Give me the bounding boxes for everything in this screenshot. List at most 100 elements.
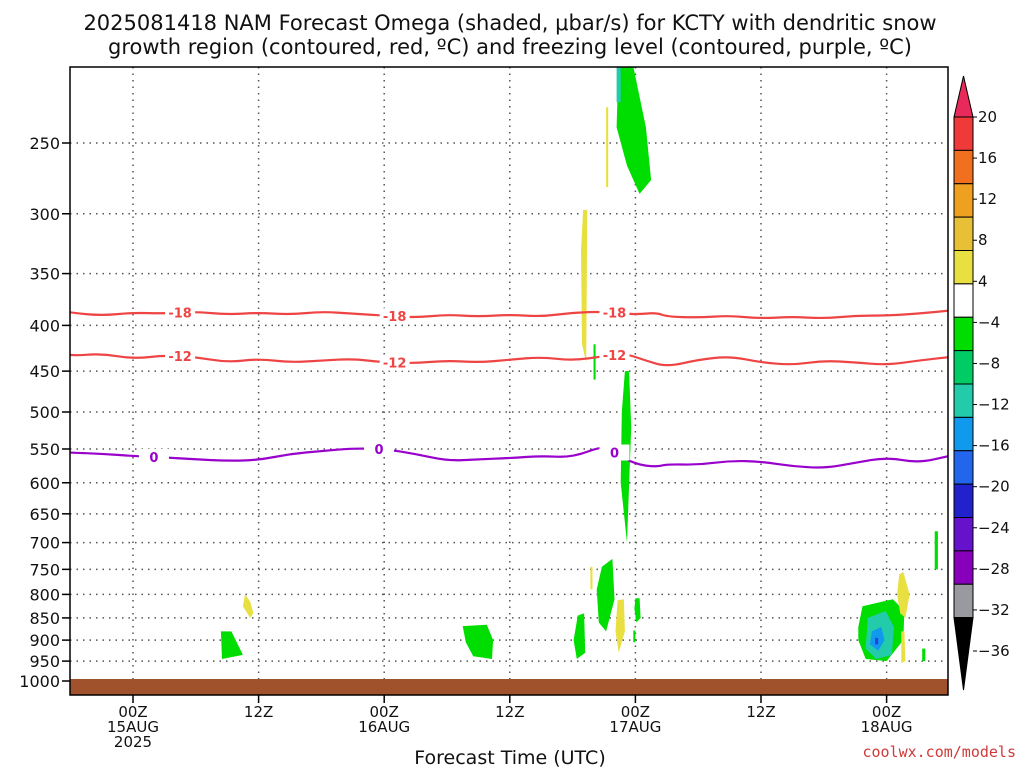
y-tick-label: 750 xyxy=(29,560,60,579)
omega-shaded-region xyxy=(593,344,596,380)
credit-text: coolwx.com/models xyxy=(862,743,1016,761)
colorbar-swatch xyxy=(953,250,974,285)
contour-label: 0 xyxy=(374,443,383,458)
x-tick-label: 18AUG xyxy=(861,718,913,736)
contour-line xyxy=(70,446,948,469)
colorbar-swatch xyxy=(953,350,974,385)
colorbar-swatch xyxy=(953,517,974,552)
colorbar-top-arrow xyxy=(953,75,974,118)
colorbar-swatch xyxy=(953,216,974,251)
contour-label: 0 xyxy=(149,451,158,466)
omega-shaded-region xyxy=(616,67,621,103)
contour-label: -12 xyxy=(383,357,407,372)
colorbar-label: −28 xyxy=(978,560,1010,578)
y-tick-label: 800 xyxy=(29,585,60,604)
chart-title-line2: growth region (contoured, red, ºC) and f… xyxy=(108,35,912,59)
x-tick-label: 12Z xyxy=(244,703,273,721)
x-tick-label: 12Z xyxy=(746,703,775,721)
omega-shaded-region xyxy=(922,648,926,662)
x-tick-label: 00Z xyxy=(872,703,901,721)
y-tick-label: 450 xyxy=(29,362,60,381)
omega-shaded-region xyxy=(615,599,625,653)
x-tick-label: 00Z xyxy=(370,703,399,721)
colorbar-swatch xyxy=(953,450,974,485)
omega-shaded-region xyxy=(581,209,588,363)
contour-label-bg xyxy=(165,348,196,365)
contour-label-bg xyxy=(379,354,410,371)
omega-shaded-region xyxy=(897,571,910,618)
colorbar-label: −24 xyxy=(978,519,1010,537)
y-tick-label: 300 xyxy=(29,205,60,224)
omega-shaded-region xyxy=(590,566,593,590)
y-tick-label: 700 xyxy=(29,534,60,553)
omega-shaded-region xyxy=(596,558,615,632)
contour-label: -12 xyxy=(603,349,627,364)
x-tick-label: 16AUG xyxy=(358,718,410,736)
y-axis: 250 300 350 400 450 500 550 600 650 700 750 800 850 9… xyxy=(19,134,70,691)
plot-frame xyxy=(69,66,949,696)
colorbar-swatch xyxy=(953,116,974,151)
contour-label-bg xyxy=(599,304,630,321)
colorbar-label: −12 xyxy=(978,396,1010,414)
x-tick-label: 12Z xyxy=(495,703,524,721)
colorbar: 20 16 12 8 4 −4 −8 −12 −16 −20 −24 −28 −32 −36 xyxy=(953,75,1010,691)
y-tick-label: 650 xyxy=(29,505,60,524)
contour-label: 0 xyxy=(610,447,619,462)
omega-shaded-region xyxy=(901,631,906,664)
y-tick-label: 600 xyxy=(29,474,60,493)
omega-shaded-region xyxy=(616,67,652,194)
omega-shaded-region xyxy=(606,107,609,187)
omega-shaded-region xyxy=(633,630,636,643)
colorbar-swatch xyxy=(953,316,974,352)
colorbar-swatch xyxy=(953,383,974,418)
y-tick-label: 950 xyxy=(29,652,60,671)
colorbar-label: −8 xyxy=(978,354,1000,372)
colorbar-bottom-arrow xyxy=(953,617,974,691)
y-tick-label: 350 xyxy=(29,265,60,284)
colorbar-label: 16 xyxy=(978,149,997,167)
y-tick-label: 500 xyxy=(29,403,60,422)
colorbar-label: 8 xyxy=(978,231,988,249)
contour-label-bg xyxy=(165,304,196,321)
colorbar-label: −16 xyxy=(978,437,1010,455)
omega-shaded-region xyxy=(934,531,938,570)
colorbar-swatch xyxy=(953,483,974,518)
contour-label: -12 xyxy=(168,350,192,365)
contour-label-bg xyxy=(138,448,169,465)
contour-line xyxy=(70,309,948,320)
ground-band xyxy=(70,679,948,695)
y-tick-label: 400 xyxy=(29,316,60,335)
omega-shaded-region xyxy=(573,613,586,659)
y-tick-label: 250 xyxy=(29,134,60,153)
y-tick-label: 850 xyxy=(29,609,60,628)
contour-label: -18 xyxy=(603,307,627,322)
colorbar-swatch xyxy=(953,583,974,619)
colorbar-swatch xyxy=(953,149,974,185)
colorbar-label: −32 xyxy=(978,601,1010,619)
contour-label-bg xyxy=(379,308,410,325)
contour-line xyxy=(70,353,948,367)
chart-title-line1: 2025081418 NAM Forecast Omega (shaded, μ… xyxy=(83,11,936,35)
colorbar-swatch xyxy=(953,283,974,318)
contour-label-bg xyxy=(599,346,630,363)
x-tick-label: 15AUG xyxy=(107,718,159,736)
contour-label: -18 xyxy=(383,310,407,325)
colorbar-label: 20 xyxy=(978,108,997,126)
x-tick-label: 00Z xyxy=(621,703,650,721)
omega-shaded-region xyxy=(220,631,243,659)
plot-clip-group: -18 -18 -18 -12 -12 -12 0 0 0 xyxy=(70,67,948,695)
colorbar-label: 4 xyxy=(978,272,988,290)
omega-shaded-region xyxy=(462,624,494,659)
omega-shaded-region xyxy=(242,594,254,618)
contour-label-bg xyxy=(363,440,394,457)
colorbar-swatch xyxy=(953,550,974,585)
omega-shaded-region xyxy=(875,637,879,645)
y-tick-label: 550 xyxy=(29,440,60,459)
contour-label-bg xyxy=(599,444,630,461)
colorbar-label: −4 xyxy=(978,313,1000,331)
y-tick-label: 900 xyxy=(29,631,60,650)
colorbar-swatch xyxy=(953,183,974,218)
colorbar-swatch xyxy=(953,416,974,452)
